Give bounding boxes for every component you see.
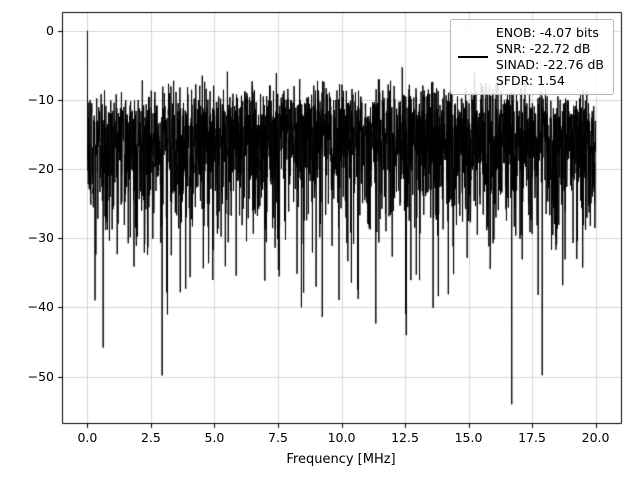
x-tick-label: 20.0 xyxy=(581,430,610,445)
x-tick-label: 2.5 xyxy=(140,430,161,445)
y-tick-label: 0 xyxy=(46,22,54,38)
x-tick-label: 7.5 xyxy=(268,430,288,445)
x-tick-label: 5.0 xyxy=(204,430,225,445)
x-tick-label: 0.0 xyxy=(77,430,98,445)
x-tick-label: 15.0 xyxy=(454,430,483,445)
legend-entry-enob: ENOB: -4.07 bits xyxy=(495,25,599,40)
x-axis-label: Frequency [MHz] xyxy=(286,452,396,467)
legend-entries: ENOB: -4.07 bits SNR: -22.72 dB SINAD: -… xyxy=(496,25,604,89)
legend: ENOB: -4.07 bits SNR: -22.72 dB SINAD: -… xyxy=(449,19,614,95)
legend-entry-snr: SNR: -22.72 dB xyxy=(495,41,591,56)
y-tick-label: −10 xyxy=(27,91,54,107)
y-tick-label: −50 xyxy=(27,368,54,384)
x-tick-label: 17.5 xyxy=(518,430,546,445)
y-tick-label: −30 xyxy=(27,230,54,246)
y-tick-label: −20 xyxy=(27,161,54,177)
y-tick-label: −40 xyxy=(27,299,54,315)
legend-entry-sinad: SINAD: -22.76 dB xyxy=(495,57,604,72)
x-tick-label: 10.0 xyxy=(327,430,356,445)
x-tick-label: 12.5 xyxy=(391,430,419,445)
legend-line-sample-icon xyxy=(457,56,488,58)
legend-entry-sfdr: SFDR: 1.54 xyxy=(495,73,565,88)
